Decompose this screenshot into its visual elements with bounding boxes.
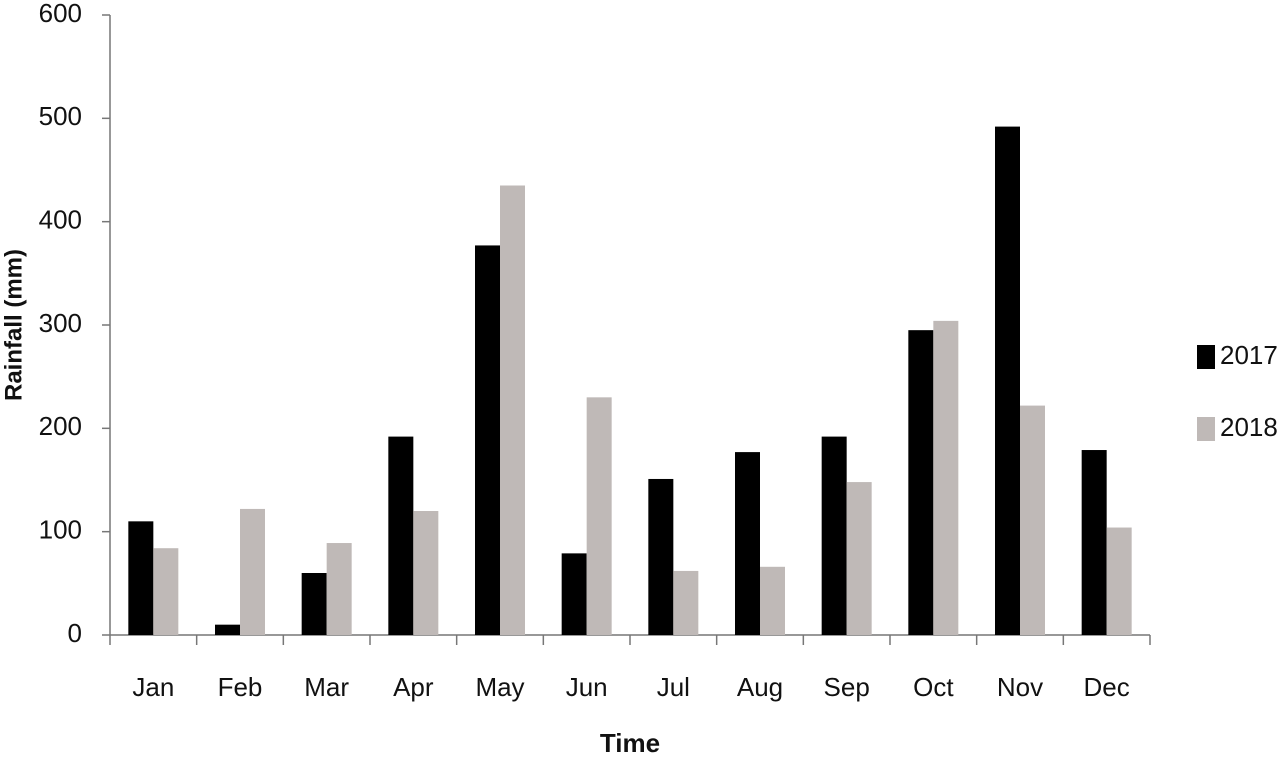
x-tick-label: Jan (132, 672, 174, 702)
y-tick-label: 500 (39, 101, 82, 131)
bar (561, 553, 587, 635)
x-tick-label: Mar (304, 672, 349, 702)
bar (995, 126, 1020, 635)
legend-swatch (1197, 417, 1215, 441)
x-tick-label: Feb (218, 672, 263, 702)
bar (301, 573, 327, 635)
x-tick-label: Jul (657, 672, 690, 702)
bar (673, 570, 699, 635)
legend-label: 2018 (1220, 412, 1278, 442)
bar (388, 436, 414, 635)
x-tick-label: Oct (913, 672, 954, 702)
y-tick-label: 100 (39, 515, 82, 545)
bar (128, 521, 154, 635)
bar (413, 511, 439, 635)
bar (326, 543, 352, 635)
x-tick-label: Aug (737, 672, 783, 702)
bar (760, 566, 785, 635)
bar (846, 482, 872, 635)
x-axis-title: Time (600, 728, 660, 757)
bar (1081, 450, 1107, 635)
bar (153, 548, 179, 635)
bar (908, 330, 934, 635)
bar (586, 397, 612, 635)
y-tick-label: 600 (39, 0, 82, 28)
x-tick-label: Sep (824, 672, 870, 702)
bar (933, 320, 959, 635)
bar (821, 436, 847, 635)
bar (1106, 527, 1132, 635)
y-tick-label: 200 (39, 411, 82, 441)
x-tick-label: Nov (997, 672, 1043, 702)
y-tick-label: 400 (39, 205, 82, 235)
bar (648, 478, 674, 635)
x-tick-label: Apr (393, 672, 434, 702)
bar (475, 245, 500, 635)
y-tick-label: 300 (39, 308, 82, 338)
y-axis-title: Rainfall (mm) (0, 249, 27, 401)
bar (500, 185, 525, 635)
legend-label: 2017 (1220, 340, 1278, 370)
bar (215, 624, 240, 635)
x-tick-label: May (475, 672, 524, 702)
legend-swatch (1197, 345, 1215, 369)
x-tick-label: Dec (1084, 672, 1130, 702)
x-tick-label: Jun (566, 672, 608, 702)
y-tick-label: 0 (68, 618, 82, 648)
bar (1020, 405, 1045, 635)
bar (240, 508, 265, 635)
bar (735, 452, 760, 635)
